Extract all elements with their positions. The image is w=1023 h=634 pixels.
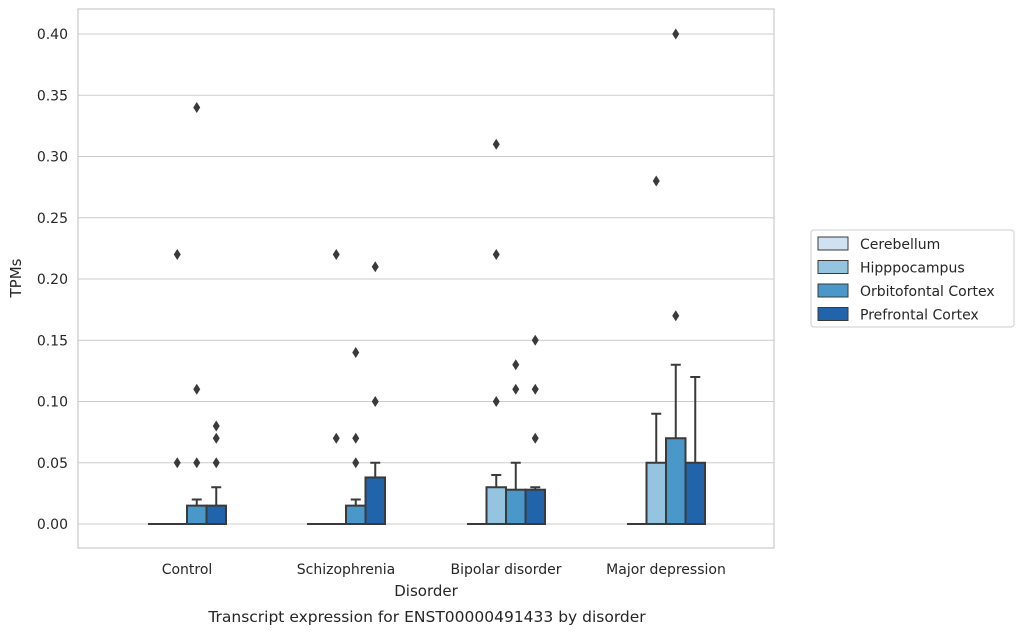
outlier-point: [672, 28, 680, 40]
x-tick-labels: Control Schizophrenia Bipolar disorder Majo…: [162, 562, 726, 578]
legend-label: Orbitofontal Cortex: [860, 284, 995, 300]
legend-label: Prefrontal Cortex: [860, 308, 979, 324]
y-tick-label: 0.15: [37, 333, 68, 349]
outlier-point: [352, 432, 360, 444]
outlier-point: [352, 347, 360, 358]
outlier-point: [492, 396, 500, 407]
plot-frame: [77, 8, 775, 549]
outlier-point: [371, 396, 379, 407]
outlier-point: [173, 249, 181, 260]
legend-frame: [810, 229, 1015, 328]
outlier-point: [212, 420, 220, 432]
bar: [645, 461, 667, 525]
legend-label: Cerebellum: [860, 237, 940, 253]
x-tick-label: Control: [162, 562, 213, 578]
outlier-point: [352, 457, 360, 469]
outlier-point: [512, 383, 520, 395]
legend-swatch: [817, 236, 849, 251]
outlier-point: [212, 457, 220, 469]
y-axis-title: TPMs: [7, 258, 25, 298]
outlier-point: [193, 383, 201, 395]
legend-swatch: [817, 260, 849, 274]
chart-caption: Transcript expression for ENST0000049143…: [207, 608, 646, 626]
outlier-point: [492, 249, 500, 260]
outlier-point: [652, 175, 660, 187]
bar: [186, 504, 208, 525]
outlier-point: [193, 457, 201, 469]
y-tick-label: 0.40: [37, 27, 68, 43]
legend-swatch: [817, 283, 849, 298]
outlier-point: [531, 334, 539, 346]
y-tick-label: 0.10: [37, 395, 68, 411]
legend-label: Hipppocampus: [860, 261, 965, 277]
y-tick-label: 0.00: [37, 517, 68, 533]
outlier-point: [492, 138, 500, 150]
legend: Cerebellum Hipppocampus Orbitofontal Corte…: [810, 229, 1015, 328]
bar: [364, 476, 386, 526]
outlier-point: [531, 383, 539, 395]
outlier-point: [212, 432, 220, 444]
outlier-point: [193, 102, 201, 113]
outlier-point: [371, 261, 379, 273]
bar: [684, 461, 706, 525]
outlier-point: [173, 457, 181, 469]
x-tick-label: Major depression: [606, 562, 726, 578]
x-tick-label: Bipolar disorder: [450, 562, 561, 578]
y-tick-label: 0.05: [37, 456, 68, 472]
bar: [205, 504, 227, 525]
y-tick-labels: 0.00 0.05 0.10 0.15 0.20 0.25 0.30 0.35 0.40: [37, 27, 68, 533]
x-axis-title: Disorder: [394, 582, 458, 600]
x-tick-label: Schizophrenia: [297, 562, 395, 578]
outlier-point: [531, 432, 539, 444]
outlier-point: [512, 359, 520, 371]
outlier-point: [332, 249, 340, 260]
bar: [524, 488, 546, 526]
outlier-point: [332, 432, 340, 444]
outliers: [173, 28, 680, 469]
bars: [148, 363, 706, 526]
outlier-point: [672, 310, 680, 322]
bar: [665, 437, 687, 525]
bar: [505, 488, 527, 526]
y-tick-label: 0.30: [37, 150, 68, 166]
y-tick-label: 0.20: [37, 272, 68, 288]
y-tick-label: 0.25: [37, 211, 68, 227]
legend-swatch: [817, 307, 849, 321]
y-tick-label: 0.35: [37, 88, 68, 104]
bar: [485, 486, 507, 525]
bar: [345, 504, 367, 525]
